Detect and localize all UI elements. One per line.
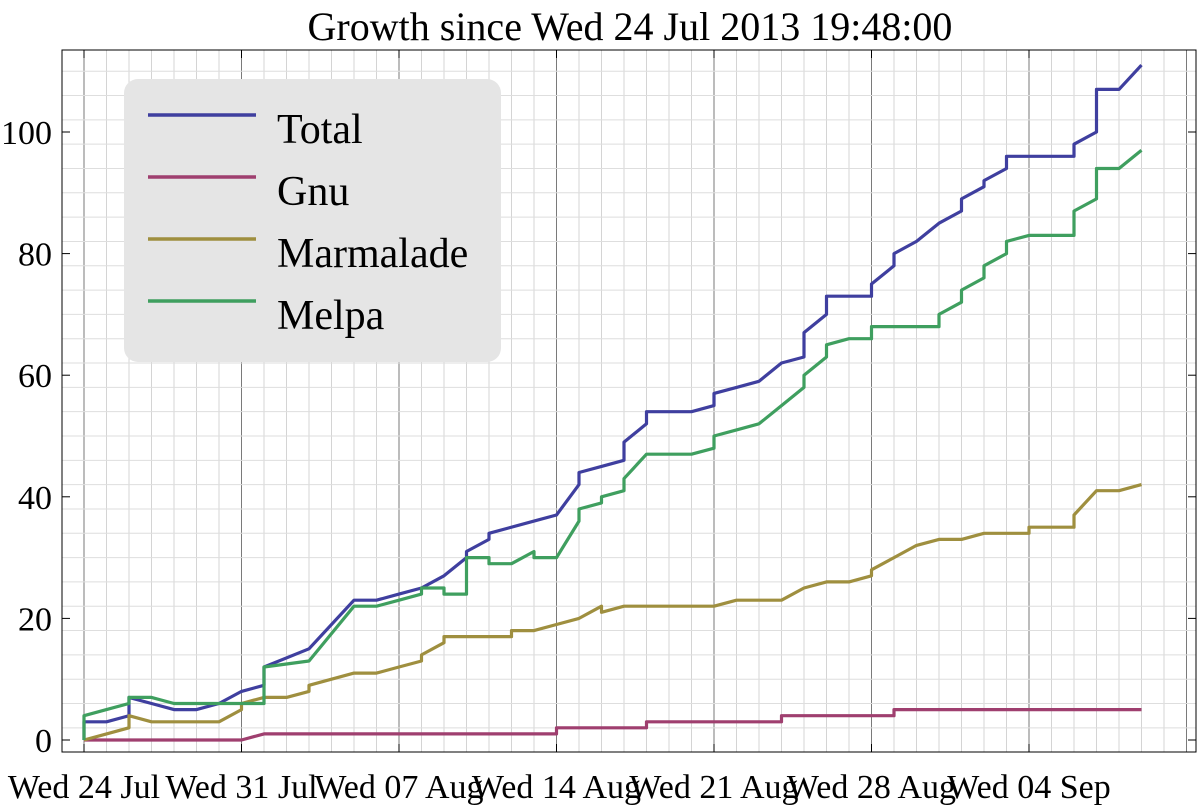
x-tick-label: Wed 14 Aug (472, 769, 641, 806)
series-layer (82, 64, 1143, 742)
x-tick-label: Wed 21 Aug (629, 769, 798, 806)
legend-label-gnu: Gnu (277, 169, 349, 215)
legend-label-melpa: Melpa (277, 293, 385, 339)
legend-box (124, 79, 501, 362)
series-line-marmalade (83, 483, 1142, 742)
x-tick-label: Wed 31 Jul (165, 769, 317, 806)
legend-label-marmalade: Marmalade (277, 231, 468, 277)
y-tick-label: 40 (18, 480, 52, 517)
y-tick-label: 60 (18, 358, 52, 395)
x-tick-label: Wed 04 Sep (947, 769, 1110, 806)
y-tick-label: 80 (18, 237, 52, 274)
legend: Total Gnu Marmalade Melpa (124, 79, 501, 362)
chart-title: Growth since Wed 24 Jul 2013 19:48:00 (308, 4, 953, 49)
y-tick-label: 100 (1, 115, 52, 152)
series-line-melpa (82, 148, 1143, 740)
x-tick-label: Wed 28 Aug (787, 769, 956, 806)
plot-frame (61, 49, 1197, 753)
y-tick-label: 20 (18, 601, 52, 638)
x-tick-label: Wed 07 Aug (314, 769, 483, 806)
series-line-total (82, 64, 1143, 740)
series-line-gnu (84, 708, 1142, 742)
x-tick-label: Wed 24 Jul (8, 769, 160, 806)
legend-label-total: Total (277, 107, 363, 153)
y-tick-label: 0 (35, 723, 52, 760)
